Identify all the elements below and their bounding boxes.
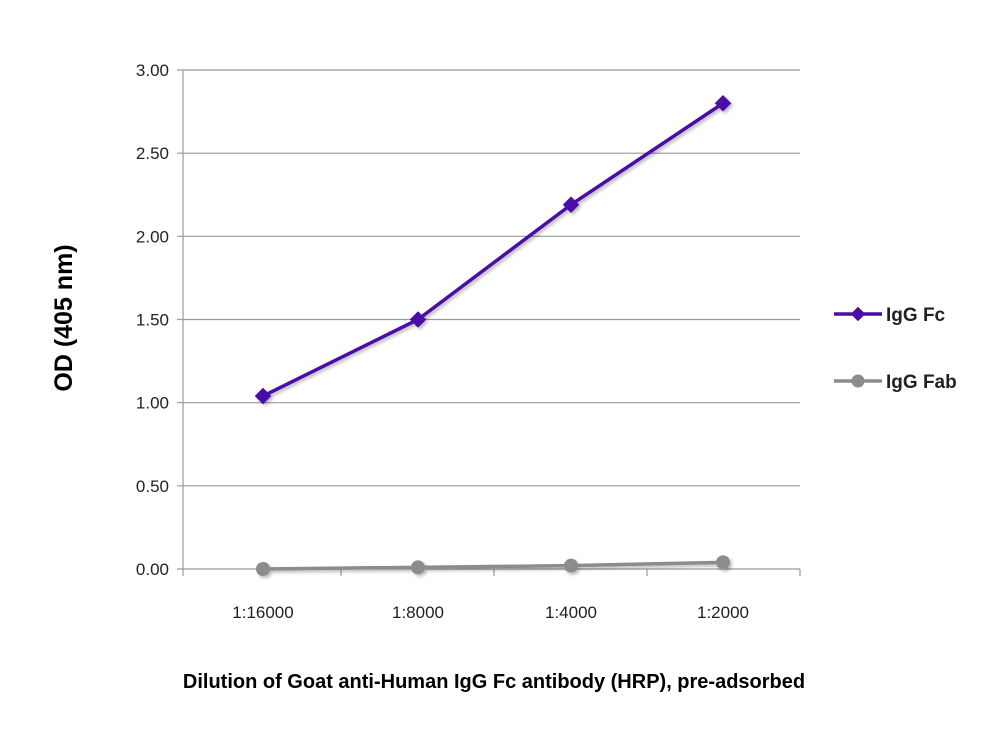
data-point [716,555,730,570]
y-tick-label: 0.50 [136,477,169,496]
x-tick-label: 1:8000 [392,603,444,622]
y-tick-label: 1.50 [136,311,169,330]
y-tick-label: 1.00 [136,394,169,413]
data-point [256,562,270,576]
y-tick-label: 2.00 [136,227,169,246]
y-axis-title: OD (405 nm) [50,244,78,391]
data-point [409,311,427,328]
data-point [714,94,732,112]
legend-item: IgG Fc [834,305,946,326]
series-line [261,560,725,571]
data-point [254,387,272,405]
legend-marker [850,306,866,322]
x-tick-label: 1:16000 [232,603,293,622]
legend-marker [851,374,865,388]
y-tick-label: 2.50 [136,144,169,163]
legend-item: IgG Fab [834,372,957,393]
x-tick-label: 1:2000 [697,603,749,622]
series-igg-fc [254,94,732,405]
axes: 0.00 0.50 1.00 1.50 2.00 2.50 3.00 1:16000 1:800… [136,61,801,622]
data-point [411,560,425,575]
x-axis-title: Dilution of Goat anti-Human IgG Fc antib… [183,671,805,693]
series-group [254,94,732,576]
series-igg-fab [256,555,730,576]
legend: IgG Fc IgG Fab [834,305,957,393]
legend-label: IgG Fc [886,305,946,326]
y-tick-label: 0.00 [136,560,169,579]
series-line [261,101,725,398]
grid-lines [177,69,800,570]
data-point [564,558,578,573]
x-tick-label: 1:4000 [545,603,597,622]
data-point [562,196,580,214]
y-tick-label: 3.00 [136,61,169,80]
legend-label: IgG Fab [886,372,957,393]
